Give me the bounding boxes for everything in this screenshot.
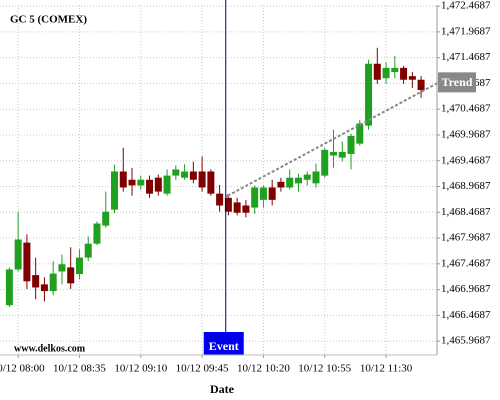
y-tick-label: 1,469.9687 (441, 128, 491, 140)
candle-body (294, 177, 302, 184)
trend-label: Trend (442, 75, 473, 89)
candle-body (84, 243, 92, 258)
candle-body (400, 67, 408, 80)
candle-body (391, 67, 399, 73)
candle-body (303, 174, 311, 180)
x-tick-label: 10/12 11:30 (360, 363, 413, 375)
candle-body (382, 67, 390, 79)
candle-body (338, 151, 346, 158)
y-tick-label: 1,471.4687 (441, 51, 491, 63)
candle-body (224, 197, 232, 212)
y-tick-label: 1,471.9687 (441, 25, 491, 37)
x-axis-label: Date (210, 382, 235, 396)
candle-body (347, 135, 355, 154)
y-tick-label: 1,466.4687 (441, 309, 491, 321)
candle-body (233, 202, 241, 213)
candle-body (14, 239, 22, 270)
candle-body (5, 269, 13, 306)
candle-body (93, 223, 101, 244)
candle-body (330, 151, 337, 156)
watermark: www.delkos.com (14, 343, 86, 354)
x-tick-label: 10/12 09:10 (114, 363, 167, 375)
x-tick-label: 10/12 10:20 (237, 363, 290, 375)
candle-body (67, 267, 75, 284)
y-tick-label: 1,467.9687 (441, 232, 491, 244)
candle-body (40, 284, 48, 292)
candle-body (312, 171, 320, 184)
y-tick-label: 1,468.4687 (441, 206, 491, 218)
candle-body (75, 257, 83, 275)
candle-body (277, 181, 285, 188)
candle-body (102, 211, 110, 226)
trend-box (438, 72, 476, 93)
candle-body (207, 171, 215, 194)
candle-body (198, 171, 206, 188)
y-tick-label: 1,469.4687 (441, 154, 491, 166)
chart-title: GC 5 (COMEX) (10, 14, 87, 26)
grid (0, 5, 437, 355)
overlays: Event (203, 0, 438, 355)
x-tick-label: 10/12 09:45 (176, 363, 229, 375)
candle-body (58, 264, 66, 272)
candle-body (154, 177, 162, 192)
candle-body (321, 149, 329, 176)
candle-body (268, 187, 276, 200)
candle-body (286, 177, 294, 188)
candle-body (216, 193, 224, 206)
candle-body (119, 171, 127, 188)
candle-body (128, 179, 136, 186)
trend-line (227, 82, 438, 197)
candle-body (356, 123, 364, 144)
candle-body (23, 242, 31, 282)
y-tick-label: 1,470.4687 (441, 103, 491, 115)
y-tick-label: 1,472.4687 (441, 0, 491, 12)
y-tick-label: 1,468.9687 (441, 180, 491, 192)
x-tick-label: 10/12 08:00 (0, 363, 45, 375)
y-tick-label: 1,465.9687 (441, 335, 491, 347)
candle-body (172, 169, 180, 176)
trend-start (226, 194, 230, 198)
candles (5, 47, 425, 308)
candle-body (242, 205, 250, 213)
candle-body (373, 63, 381, 80)
y-tick-label: 1,466.9687 (441, 283, 491, 295)
candle-body (408, 76, 416, 80)
candle-body (417, 79, 425, 91)
y-tick-label: 1,467.4687 (441, 257, 491, 269)
candle-body (181, 171, 189, 178)
candle-body (251, 187, 259, 208)
event-box (203, 332, 244, 355)
candle-body (32, 275, 40, 288)
candle-body (365, 63, 373, 126)
candle-body (189, 171, 197, 180)
candle-body (259, 187, 267, 200)
candle-body (146, 179, 154, 194)
candle-body (137, 179, 145, 186)
x-tick-label: 10/12 10:55 (298, 363, 351, 375)
candle-body (49, 273, 57, 292)
event-label: Event (209, 339, 239, 353)
candle-body (163, 175, 171, 194)
candle-body (111, 171, 118, 210)
x-tick-label: 10/12 08:35 (53, 363, 106, 375)
